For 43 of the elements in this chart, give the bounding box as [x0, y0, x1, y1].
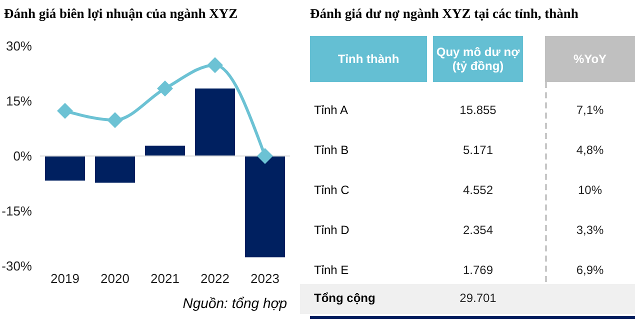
data-label: 1.769	[462, 263, 494, 277]
data-label: 29.701	[458, 291, 498, 305]
text: Tỉnh thành	[310, 36, 427, 82]
x-tick-label: 2022	[200, 271, 230, 286]
bar	[45, 156, 85, 181]
data-label: 15.855	[458, 103, 498, 117]
category-label: Tỉnh B	[314, 143, 349, 157]
data-label: 6,9%	[575, 263, 605, 277]
text: Quy mô dư nợ (tỷ đồng)	[433, 36, 523, 82]
bar	[245, 156, 285, 258]
point	[107, 112, 123, 128]
category-label: Tỉnh A	[314, 103, 348, 117]
data-label: 4,8%	[575, 143, 605, 157]
text: Nguồn: tổng hợp	[182, 295, 287, 311]
data-label: 7,1%	[575, 103, 605, 117]
point	[57, 102, 73, 119]
chart-title: Đánh giá biên lợi nhuận của ngành XYZ	[4, 6, 238, 22]
category-label: Tỉnh C	[314, 183, 350, 197]
data-label: 5.171	[462, 143, 494, 157]
bar	[95, 156, 135, 183]
x-tick-label: 2019	[50, 271, 80, 286]
y-tick-label: 30%	[6, 38, 32, 54]
y-tick-label: 15%	[6, 94, 32, 109]
x-tick-label: 2023	[250, 271, 280, 286]
y-tick-label: -30%	[2, 258, 32, 274]
text: %YoY	[545, 36, 635, 82]
y-tick-label: 0%	[13, 148, 32, 164]
category-label: Tỉnh E	[314, 263, 349, 277]
category-label: Tổng cộng	[314, 291, 376, 305]
x-tick-label: 2020	[100, 271, 130, 286]
point	[207, 57, 223, 74]
data-label: 2.354	[462, 223, 494, 237]
data-label: 10%	[576, 183, 604, 197]
bar	[195, 88, 235, 156]
data-label: 3,3%	[575, 223, 605, 237]
point	[157, 80, 173, 97]
bar	[145, 146, 185, 156]
point	[257, 148, 273, 164]
text: Đánh giá dư nợ ngành XYZ tại các tỉnh, thành	[310, 6, 578, 22]
x-tick-label: 2021	[150, 271, 180, 286]
y-tick-label: -15%	[2, 204, 32, 219]
data-label: 4.552	[462, 183, 494, 197]
category-label: Tỉnh D	[314, 223, 350, 237]
